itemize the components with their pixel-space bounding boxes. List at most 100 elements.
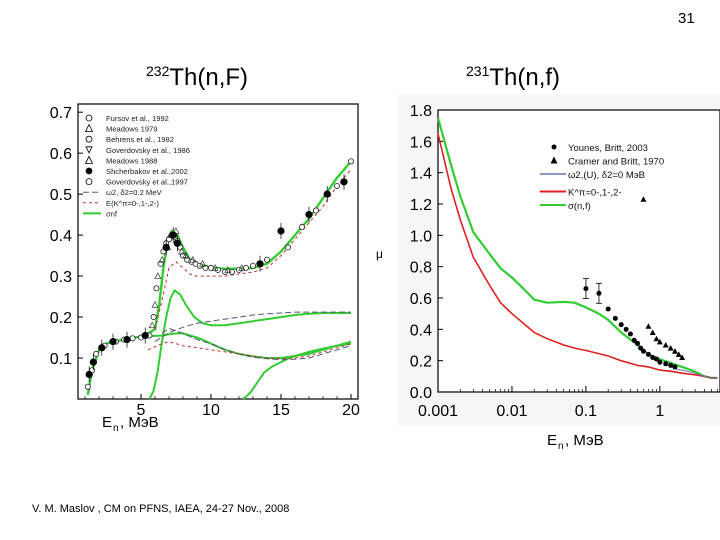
right-filled-point — [668, 362, 674, 368]
left-filled-point — [323, 190, 331, 198]
left-filled-point — [169, 231, 177, 239]
right-ytick-label: 0.0 — [410, 385, 432, 402]
left-xtick-label: 15 — [272, 402, 290, 419]
right-filled-point — [583, 286, 589, 292]
right-filled-point — [650, 355, 656, 361]
left-legend-marker — [85, 178, 93, 186]
right-ytick-label: 0.4 — [410, 322, 432, 339]
left-filled-point — [141, 331, 149, 340]
right-legend-label: ω2,(U), δ2=0 MэВ — [568, 170, 645, 181]
right-ytick-label: 1.2 — [410, 197, 432, 214]
left-legend-label: Meadows 1988 — [106, 156, 158, 165]
left-legend-marker — [84, 155, 94, 164]
right-legend-marker — [551, 144, 557, 150]
right-filled-point — [612, 315, 618, 321]
left-ytick-label: 0.5 — [50, 187, 72, 204]
left-plot-area — [77, 103, 359, 400]
left-open-point — [93, 350, 100, 357]
page-number: 31 — [678, 10, 695, 27]
left-triangle-point — [148, 321, 156, 329]
left-open-point — [284, 244, 291, 251]
left-open-point — [129, 335, 136, 342]
left-filled-point — [173, 239, 181, 247]
right-ytick-label: 0.8 — [410, 260, 432, 277]
left-legend-label: Fursov et al., 1992 — [106, 114, 169, 123]
left-legend-marker — [85, 135, 93, 143]
left-xtick-label: 5 — [137, 402, 146, 419]
left-triangle-point — [189, 255, 197, 263]
right-ytick-label: 1.6 — [410, 134, 432, 151]
left-title-text: Th(n,F) — [169, 64, 249, 91]
right-legend-label: σ(n,f) — [568, 201, 591, 212]
right-filled-point — [663, 361, 669, 367]
right-filled-point — [631, 337, 637, 343]
left-triangle-point — [182, 251, 190, 259]
right-filled-point — [645, 351, 651, 357]
right-filled-point — [596, 290, 602, 296]
left-filled-point — [256, 260, 264, 268]
left-ytick-label: 0.3 — [50, 269, 72, 286]
left-open-point — [347, 158, 354, 165]
right-legend-label: K^π=0-,1-,2- — [568, 188, 622, 199]
left-triangle-point — [211, 264, 219, 271]
left-legend-label: σnf — [106, 209, 118, 218]
left-ytick-label: 0.4 — [50, 228, 72, 245]
right-ytick-label: 0.6 — [410, 291, 432, 308]
right-triangle-point — [645, 323, 652, 329]
right-filled-point — [627, 331, 633, 337]
right-triangle-point — [656, 338, 663, 345]
left-filled-point — [162, 243, 170, 252]
right-xlabel-unit: , МэВ — [565, 432, 604, 449]
left-triangle-point — [199, 260, 207, 267]
left-open-point — [153, 285, 160, 292]
right-legend-label: Younes, Britt, 2003 — [568, 143, 648, 154]
left-xlabel-sub: n — [113, 423, 119, 434]
right-triangle-point — [640, 196, 647, 202]
left-filled-point — [123, 335, 131, 344]
left-triangle-point — [154, 272, 162, 279]
left-ytick-label: 0.2 — [50, 310, 72, 327]
left-filled-point — [277, 227, 285, 235]
left-ytick-label: 0.1 — [50, 351, 72, 368]
left-open-point — [228, 268, 235, 275]
right-filled-point — [623, 326, 629, 332]
left-filled-point — [340, 178, 348, 186]
left-ytick-label: 0.6 — [50, 146, 72, 163]
left-legend-label: Shcherbakov et al.,2002 — [106, 167, 188, 176]
left-filled-point — [98, 344, 106, 352]
left-ytick-label: 0.7 — [50, 105, 72, 122]
right-triangle-point — [679, 354, 686, 361]
right-ytick-label: 1.8 — [410, 103, 432, 120]
left-legend-marker — [85, 167, 93, 175]
right-triangle-point — [675, 351, 682, 357]
left-xtick-label: 20 — [342, 402, 360, 419]
left-plot-title: 232Th(n,F) — [146, 63, 248, 92]
right-triangle-point — [649, 329, 656, 335]
right-ytick-label: 1.4 — [410, 166, 432, 183]
left-series-line — [148, 288, 351, 400]
left-open-point — [249, 262, 256, 269]
left-triangle-point — [158, 255, 166, 263]
right-xtick-label: 1 — [655, 403, 664, 420]
left-open-point — [312, 207, 319, 214]
left-title-mass: 232 — [146, 63, 170, 79]
left-open-point — [333, 182, 340, 189]
right-filled-point — [672, 364, 678, 370]
right-filled-point — [640, 348, 646, 354]
left-legend-label: Goverdovsky et al., 1986 — [106, 146, 190, 155]
left-legend-marker — [84, 123, 94, 132]
right-title-text: Th(n,f) — [489, 64, 561, 91]
left-legend-label: Behrens et al., 1982 — [106, 135, 174, 144]
right-ytick-label: 1.0 — [410, 228, 432, 245]
left-triangle-point — [238, 264, 246, 271]
left-series-line — [161, 327, 352, 361]
right-triangle-point — [667, 345, 674, 351]
left-filled-point — [85, 370, 93, 379]
left-legend-label: E(K^π=0-,1-,2-) — [106, 199, 159, 208]
right-xlabel-main: E — [547, 432, 557, 449]
right-xtick-label: 0.001 — [418, 403, 458, 420]
right-ytick-label: 0.2 — [410, 354, 432, 371]
left-legend-label: Meadows 1979 — [106, 125, 158, 134]
left-triangle-point — [151, 301, 159, 308]
